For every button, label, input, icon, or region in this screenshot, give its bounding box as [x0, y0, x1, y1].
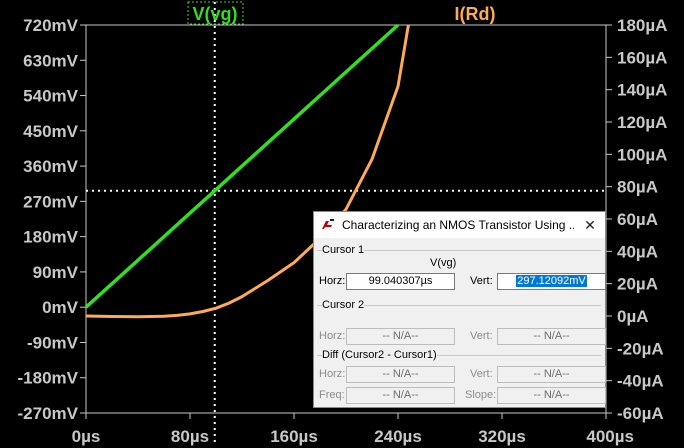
right-tick-label: 20µA — [617, 275, 658, 294]
left-tick-label: -180mV — [18, 369, 79, 388]
right-tick-label: 140µA — [617, 81, 667, 100]
cursor1-vert-label: Vert: — [470, 275, 493, 287]
cursor2-horz-label: Horz: — [319, 330, 346, 342]
left-tick-label: -270mV — [18, 404, 79, 423]
ltspice-app-icon — [321, 218, 335, 232]
diff-group: Diff (Cursor2 - Cursor1) Horz: -- N/A-- … — [317, 349, 606, 408]
right-axis-ticks: 180µA 160µA 140µA 120µA 100µA 80µA 60µA 40µA 20µ… — [606, 16, 667, 423]
bottom-tick-label: 320µs — [478, 427, 526, 446]
bottom-tick-label: 80µs — [171, 427, 209, 446]
cursor2-label: Cursor 2 — [322, 299, 365, 311]
bottom-axis-ticks: 0µs 80µs 160µs 240µs 320µs 400µs — [72, 413, 634, 446]
right-tick-label: -20µA — [617, 339, 664, 358]
right-tick-label: 120µA — [617, 113, 667, 132]
diff-horz-field: -- N/A-- — [346, 366, 455, 383]
cursor-dialog[interactable]: Characterizing an NMOS Transistor Using … — [313, 211, 606, 408]
right-tick-label: 80µA — [617, 178, 658, 197]
cursor1-horz-label: Horz: — [319, 275, 346, 287]
right-tick-label: 40µA — [617, 242, 658, 261]
bottom-tick-label: 240µs — [374, 427, 422, 446]
right-tick-label: 60µA — [617, 210, 658, 229]
cursor2-vert-field: -- N/A-- — [497, 328, 606, 345]
trace-i-rd[interactable] — [85, 24, 410, 319]
left-tick-label: 450mV — [23, 122, 78, 141]
left-tick-label: 270mV — [23, 192, 78, 211]
left-tick-label: 90mV — [33, 263, 79, 282]
legend-v-vg[interactable]: V(vg) — [193, 4, 238, 24]
left-tick-label: 630mV — [23, 51, 78, 70]
close-icon[interactable]: ✕ — [584, 217, 596, 233]
diff-horz-label: Horz: — [319, 368, 346, 380]
diff-label: Diff (Cursor2 - Cursor1) — [322, 349, 437, 361]
cursor1-vert-value: 297.12092mV — [516, 275, 587, 287]
cursor2-horz-field: -- N/A-- — [346, 328, 455, 345]
diff-slope-field: -- N/A-- — [497, 387, 606, 404]
right-tick-label: -60µA — [617, 404, 664, 423]
diff-vert-label: Vert: — [470, 368, 493, 380]
left-tick-label: -90mV — [27, 333, 79, 352]
bottom-tick-label: 0µs — [72, 427, 101, 446]
left-axis-ticks: 720mV 630mV 540mV 450mV 360mV 270mV 180mV 90mV 0… — [18, 16, 86, 423]
cursor1-horz-field[interactable]: 99.040307µs — [346, 273, 455, 290]
left-tick-label: 720mV — [23, 16, 78, 35]
bottom-tick-label: 400µs — [586, 427, 634, 446]
right-tick-label: -40µA — [617, 372, 664, 391]
diff-vert-field: -- N/A-- — [497, 366, 606, 383]
diff-freq-field: -- N/A-- — [346, 387, 455, 404]
cursor1-vert-field[interactable]: 297.12092mV — [497, 273, 606, 290]
cursor1-label: Cursor 1 — [322, 244, 365, 256]
right-tick-label: 160µA — [617, 48, 667, 67]
left-tick-label: 0mV — [42, 298, 79, 317]
right-tick-label: 100µA — [617, 145, 667, 164]
cursor1-group: Cursor 1 V(vg) Horz: 99.040307µs Vert: 2… — [317, 244, 606, 299]
right-tick-label: 0µA — [617, 307, 649, 326]
diff-freq-label: Freq: — [319, 389, 345, 401]
left-tick-label: 180mV — [23, 228, 78, 247]
diff-slope-label: Slope: — [465, 389, 497, 401]
legend-i-rd[interactable]: I(Rd) — [455, 4, 496, 24]
left-tick-label: 360mV — [23, 157, 78, 176]
right-tick-label: 180µA — [617, 16, 667, 35]
bottom-tick-label: 160µs — [270, 427, 318, 446]
cursor-trace-label-box — [187, 1, 244, 25]
cursor2-group: Cursor 2 Horz: -- N/A-- Vert: -- N/A-- — [317, 299, 606, 346]
trace-v-vg[interactable] — [84, 23, 400, 309]
dialog-title: Characterizing an NMOS Transistor Using … — [342, 218, 574, 232]
cursor1-trace-name: V(vg) — [430, 257, 457, 269]
left-tick-label: 540mV — [23, 87, 78, 106]
dialog-titlebar[interactable]: Characterizing an NMOS Transistor Using … — [314, 212, 605, 238]
cursor2-vert-label: Vert: — [470, 330, 493, 342]
